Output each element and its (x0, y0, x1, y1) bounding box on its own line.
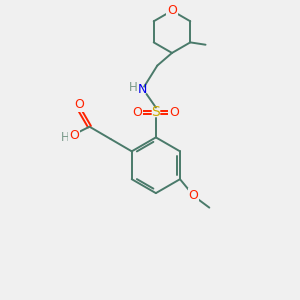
Text: H: H (61, 131, 70, 144)
Text: H: H (129, 81, 137, 94)
Text: O: O (133, 106, 142, 119)
Text: O: O (169, 106, 179, 119)
Text: O: O (69, 129, 79, 142)
Text: N: N (138, 83, 147, 96)
Text: O: O (188, 189, 198, 202)
Text: S: S (152, 106, 160, 119)
Text: O: O (167, 4, 177, 17)
Text: O: O (74, 98, 84, 111)
